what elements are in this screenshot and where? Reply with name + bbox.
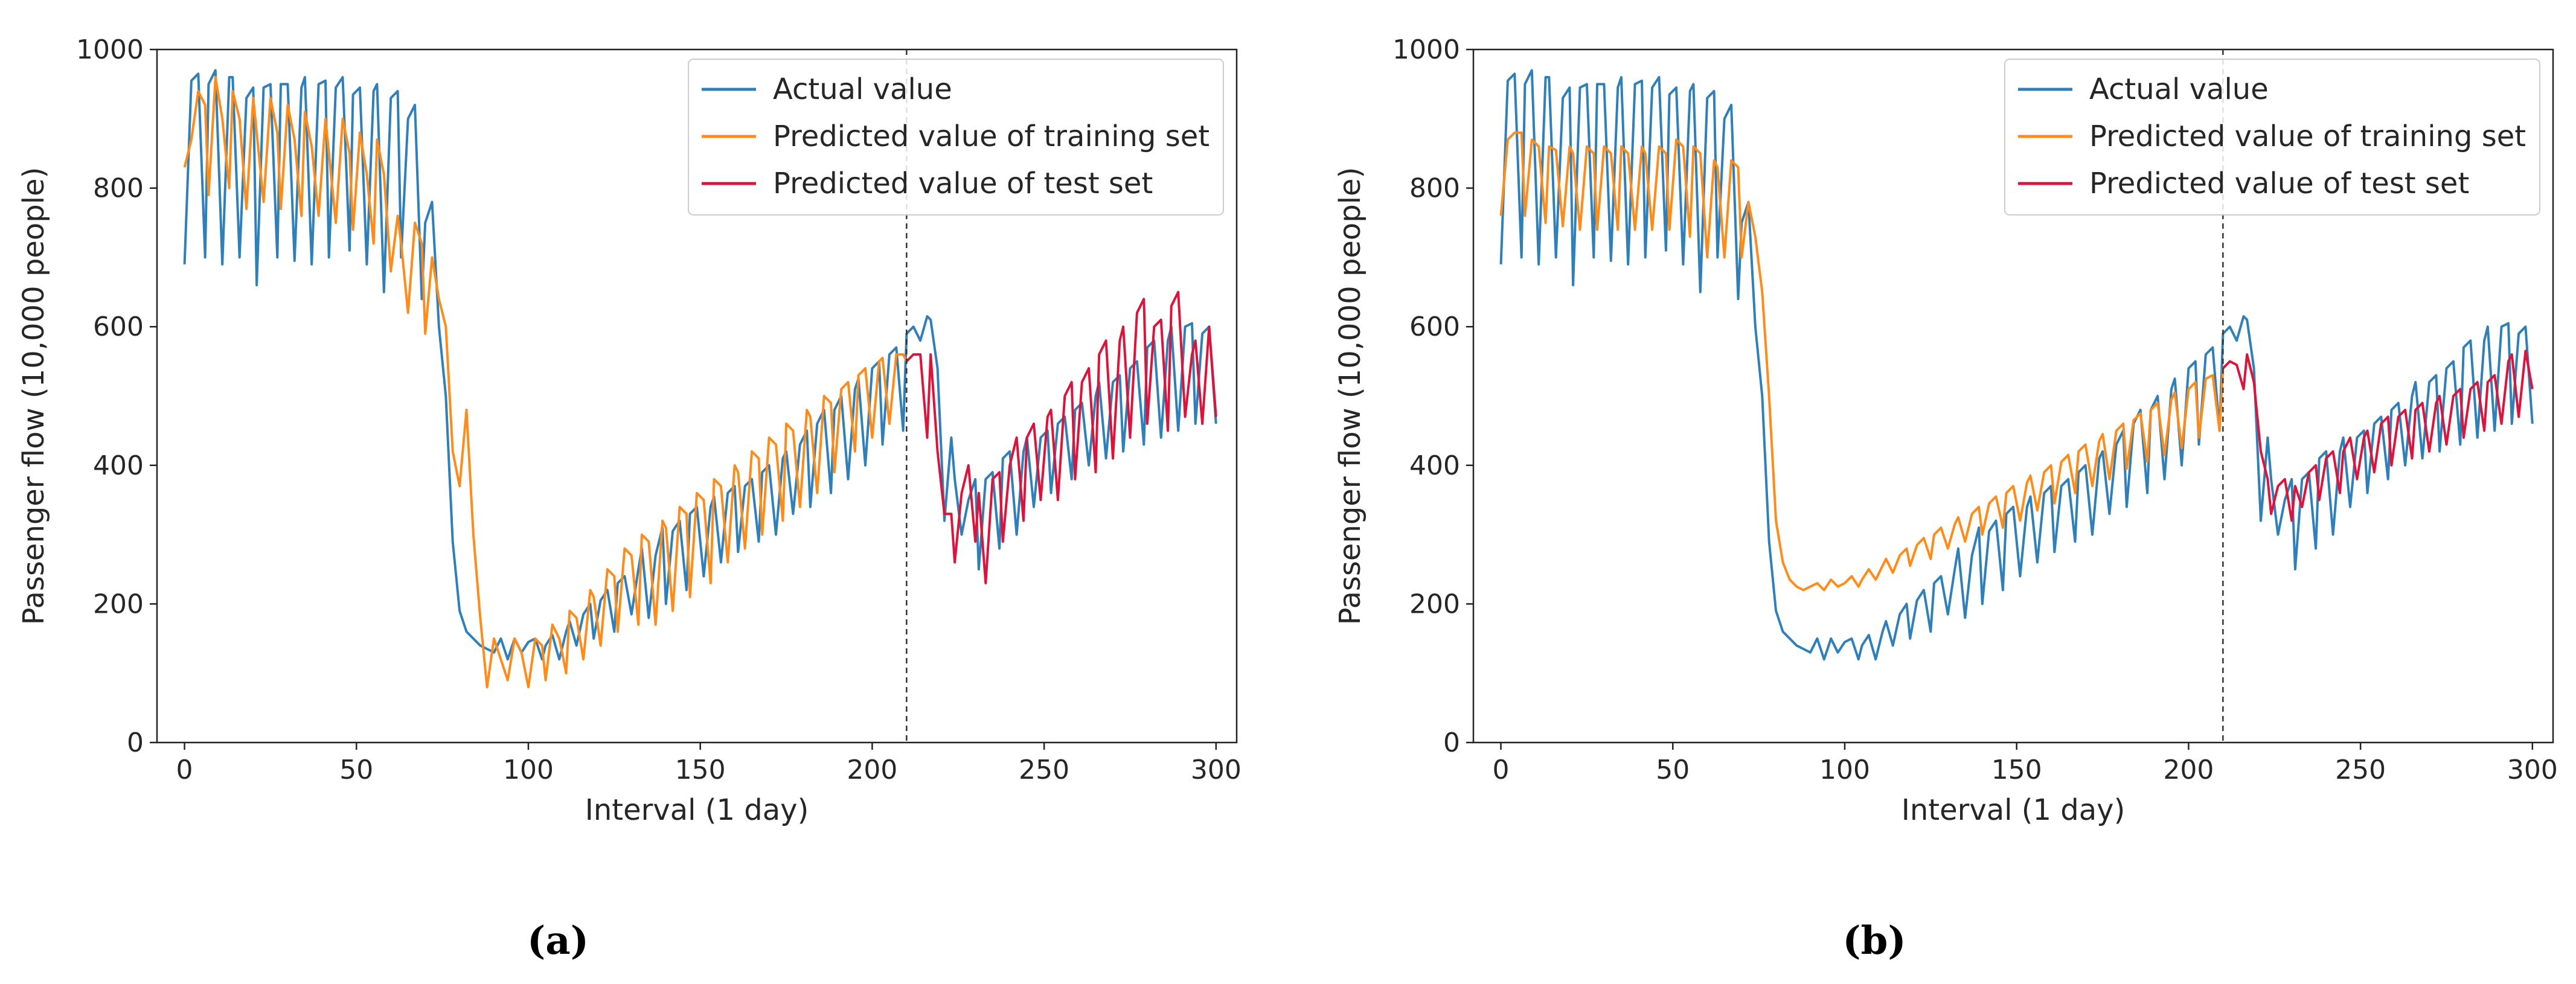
plot-frame: [156, 48, 1238, 744]
y-tick-label: 200: [93, 589, 144, 619]
x-tick-label: 250: [2335, 755, 2386, 785]
chart-a: 0 200 400 600 800 1000 0 50 100 150 200 250 300 Inter…: [17, 34, 1242, 963]
y-tick-label: 1000: [76, 34, 144, 65]
x-tick-label: 100: [1819, 755, 1870, 785]
x-tick-label: 0: [176, 755, 193, 785]
y-tick-label: 800: [93, 173, 144, 204]
legend-label-test: Predicted value of test set: [2089, 167, 2469, 200]
y-tick-label: 0: [127, 727, 144, 758]
series-group: [1499, 69, 2534, 661]
legend-box: [688, 59, 1224, 216]
x-tick-label: 200: [2163, 755, 2214, 785]
y-axis-label: Passenger flow (10,000 people): [17, 167, 51, 625]
y-axis-label: Passenger flow (10,000 people): [1333, 167, 1367, 625]
x-tick-label: 300: [2507, 755, 2558, 785]
legend: Actual value Predicted value of training …: [688, 59, 1224, 216]
y-tick-label: 800: [1409, 173, 1460, 204]
y-tick-label: 600: [1409, 311, 1460, 342]
x-tick-label: 150: [1991, 755, 2042, 785]
x-tick-label: 150: [675, 755, 726, 785]
legend-label-test: Predicted value of test set: [773, 167, 1153, 200]
x-tick-label: 50: [339, 755, 373, 785]
chart-caption: (a): [527, 918, 589, 963]
x-tick-label: 100: [503, 755, 554, 785]
legend-label-train: Predicted value of training set: [773, 120, 1210, 153]
legend-box: [2004, 59, 2540, 216]
y-tick-label: 400: [93, 450, 144, 481]
y-tick-label: 0: [1443, 727, 1460, 758]
x-axis-label: Interval (1 day): [1902, 793, 2126, 827]
series-line-test: [2222, 350, 2534, 522]
x-tick-label: 300: [1191, 755, 1242, 785]
x-tick-label: 250: [1019, 755, 1069, 785]
legend-label-actual: Actual value: [2089, 72, 2269, 106]
y-tick-label: 400: [1409, 450, 1460, 481]
series-line-test: [905, 290, 1217, 584]
plot-frame: [1472, 48, 2554, 744]
x-tick-label: 200: [847, 755, 897, 785]
x-axis-label: Interval (1 day): [585, 793, 809, 827]
series-line-train: [1499, 131, 2225, 592]
legend-label-actual: Actual value: [773, 72, 952, 106]
series-line-actual: [1499, 69, 2534, 661]
y-tick-label: 1000: [1392, 34, 1460, 65]
y-tick-label: 600: [93, 311, 144, 342]
legend: Actual value Predicted value of training …: [2004, 59, 2540, 216]
y-tick-label: 200: [1409, 589, 1460, 619]
series-line-train: [183, 75, 908, 689]
chart-caption: (b): [1842, 918, 1906, 963]
x-tick-label: 50: [1656, 755, 1690, 785]
chart-b: 0 200 400 600 800 1000 0 50 100 150 200 250 300 Inter…: [1333, 34, 2558, 963]
series-group: [183, 69, 1217, 689]
legend-label-train: Predicted value of training set: [2089, 120, 2526, 153]
x-tick-label: 0: [1493, 755, 1510, 785]
